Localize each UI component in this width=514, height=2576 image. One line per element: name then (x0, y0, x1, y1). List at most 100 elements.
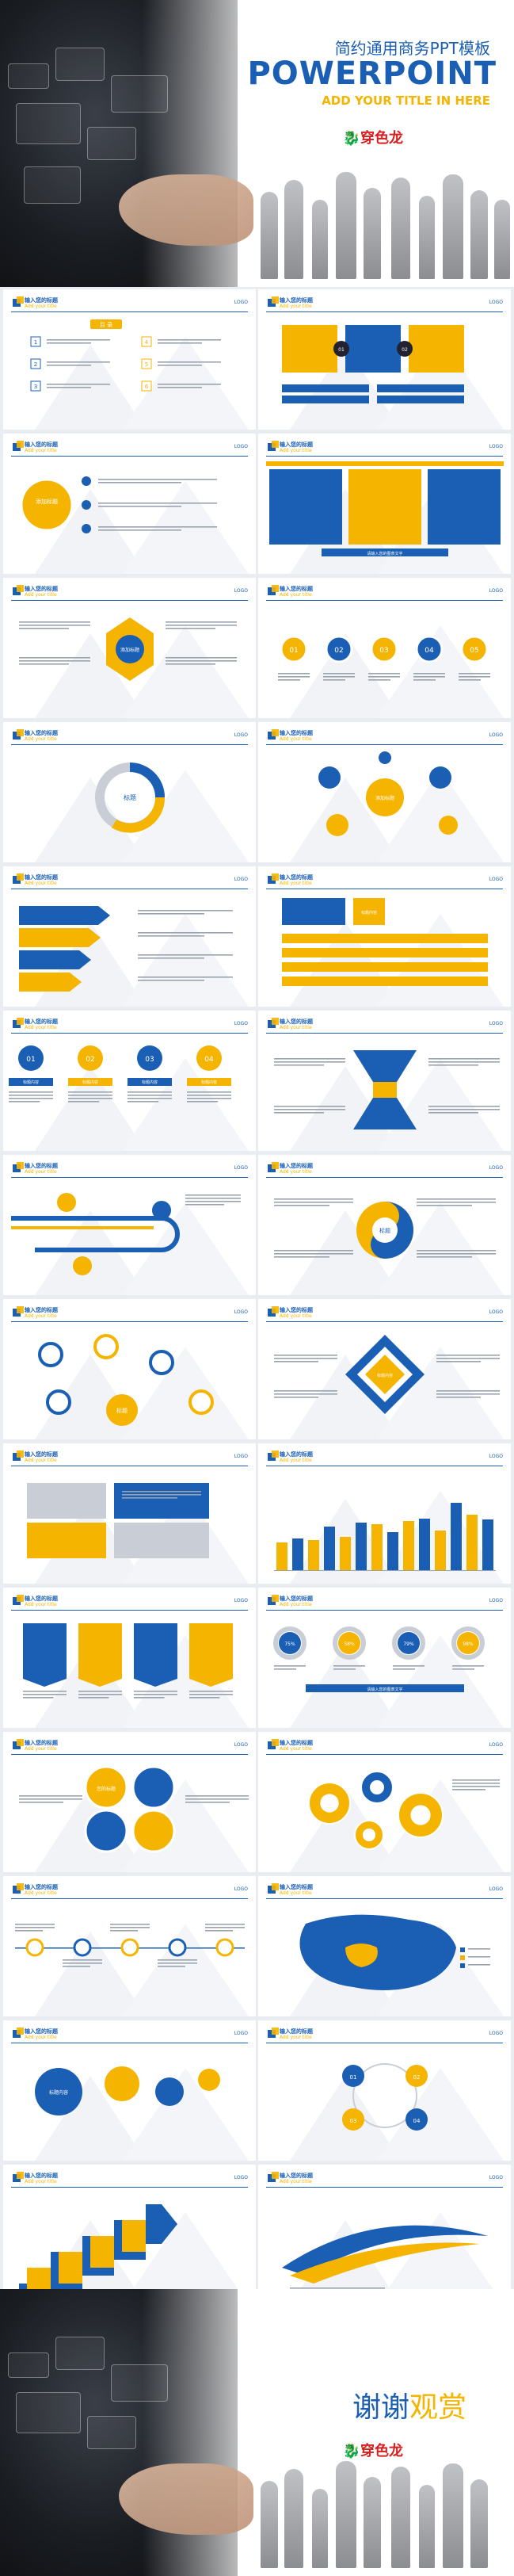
slide-title: 输入您的标题 (280, 730, 313, 736)
toc-line (158, 387, 202, 388)
slide-14[interactable]: 输入您的标题 Add your title LOGO 标题 (258, 1155, 511, 1295)
step-text (368, 673, 400, 675)
slide-5[interactable]: 输入您的标题 Add your title LOGO 添加标题 (3, 578, 256, 718)
side-text (428, 1112, 478, 1114)
title-bullet-icon (13, 1162, 24, 1172)
glass-square (55, 2337, 105, 2370)
side-text (274, 1361, 318, 1363)
ring-fill (457, 1632, 479, 1654)
slide-12[interactable]: 输入您的标题 Add your title LOGO (258, 1011, 511, 1151)
slide-subtitle: Add your title (25, 1746, 57, 1752)
slide-title: 输入您的标题 (25, 1884, 58, 1890)
slide-logo: LOGO (234, 444, 248, 449)
slide-subtitle: Add your title (25, 736, 57, 742)
title-bullet-icon (268, 873, 279, 884)
slide-15[interactable]: 输入您的标题 Add your title LOGO 标题 (3, 1299, 256, 1439)
toc-number: 6 (145, 384, 149, 390)
side-text (274, 1109, 345, 1110)
slide-subtitle: Add your title (280, 1602, 312, 1607)
slide-subtitle: Add your title (25, 1602, 57, 1607)
arrow-text (138, 910, 233, 912)
desc-line (187, 1098, 231, 1099)
toc-line (47, 342, 91, 344)
slide-logo: LOGO (489, 877, 503, 882)
header-divider (11, 1610, 248, 1611)
slide-26[interactable]: 输入您的标题 Add your title LOGO 01 02 03 04 (258, 2020, 511, 2161)
slide-28[interactable]: 输入您的标题 Add your title LOGO (258, 2165, 511, 2305)
slide-content: 标题 (38, 1334, 214, 1426)
side-text (417, 1202, 496, 1203)
slide-6[interactable]: 输入您的标题 Add your title LOGO 01 02 03 04 05 (258, 578, 511, 718)
slide-27[interactable]: 输入您的标题 Add your title LOGO (3, 2165, 256, 2305)
slide-13[interactable]: 输入您的标题 Add your title LOGO (3, 1155, 256, 1295)
thanks-text: 谢谢观赏 (352, 2384, 466, 2425)
gear-hub (370, 1780, 384, 1794)
slide-logo: LOGO (234, 1165, 248, 1171)
slide-24[interactable]: 输入您的标题 Add your title LOGO (258, 1876, 511, 2016)
slide-content (23, 1623, 233, 1699)
number-circle (78, 1045, 103, 1071)
center-bubble (366, 778, 404, 816)
slide-11[interactable]: 输入您的标题 Add your title LOGO 01 标题内容 02 标题内容 0… (3, 1011, 256, 1151)
percent-value: 58% (344, 1642, 355, 1647)
slide-18[interactable]: 输入您的标题 Add your title LOGO (258, 1443, 511, 1584)
ring-fill (338, 1632, 360, 1654)
label-bar (9, 1078, 53, 1086)
slide-17[interactable]: 输入您的标题 Add your title LOGO (3, 1443, 256, 1584)
slide-subtitle: Add your title (280, 736, 312, 742)
desc-line (9, 1095, 53, 1096)
side-text (166, 621, 237, 623)
slide-8[interactable]: 输入您的标题 Add your title LOGO 添加标题 (258, 722, 511, 862)
slide-logo: LOGO (234, 1742, 248, 1748)
slide-16[interactable]: 输入您的标题 Add your title LOGO 标题内容 (258, 1299, 511, 1439)
slide-logo: LOGO (234, 588, 248, 594)
slide-20[interactable]: 输入您的标题 Add your title LOGO 75% 58% 79% 98% 请… (258, 1588, 511, 1728)
ring-fill (279, 1632, 301, 1654)
slide-logo: LOGO (489, 2175, 503, 2180)
slide-title: 输入您的标题 (25, 874, 58, 881)
desc-line (185, 1198, 241, 1199)
side-text (417, 1198, 496, 1200)
slide-10[interactable]: 输入您的标题 Add your title LOGO 标题内容 (258, 866, 511, 1007)
side-text (436, 1358, 500, 1359)
slide-22[interactable]: 输入您的标题 Add your title LOGO (258, 1732, 511, 1872)
content-column (428, 469, 501, 545)
slide-7[interactable]: 输入您的标题 Add your title LOGO 标题 (3, 722, 256, 862)
side-text (166, 663, 215, 665)
slide-1[interactable]: 输入您的标题 Add your title LOGO 目 录 1 4 2 5 3 6 (3, 289, 256, 430)
slide-subtitle: Add your title (280, 881, 312, 886)
side-text (166, 625, 237, 626)
percent-value: 75% (284, 1642, 295, 1647)
side-text (19, 1802, 63, 1803)
step-number: 04 (425, 647, 434, 655)
funnel-mid (373, 1082, 397, 1098)
slide-2[interactable]: 输入您的标题 Add your title LOGO 01 02 (258, 289, 511, 430)
content-bar (282, 934, 488, 943)
block-text (122, 1497, 177, 1499)
slide-4[interactable]: 输入您的标题 Add your title LOGO 请输入您的图表文字 (258, 434, 511, 574)
slide-logo: LOGO (489, 2031, 503, 2036)
header-block (282, 898, 345, 925)
cover-subtitle: ADD YOUR TITLE IN HERE (322, 94, 490, 108)
panel-text (189, 1697, 220, 1699)
timeline-node (168, 1938, 187, 1957)
glass-square (24, 166, 81, 204)
slide-content: 标题 (95, 762, 166, 833)
toc-number-box (141, 336, 152, 347)
slide-21[interactable]: 输入您的标题 Add your title LOGO 您的标题 (3, 1732, 256, 1872)
side-text (19, 660, 90, 662)
title-bullet-icon (13, 296, 24, 307)
ending-slide: 谢谢观赏 🐉穿色龙 (0, 2289, 514, 2576)
step-text (413, 679, 436, 681)
ring-number: 01 (350, 2074, 357, 2081)
slide-9[interactable]: 输入您的标题 Add your title LOGO (3, 866, 256, 1007)
slide-23[interactable]: 输入您的标题 Add your title LOGO (3, 1876, 256, 2016)
slide-3[interactable]: 输入您的标题 Add your title LOGO 添加标题 (3, 434, 256, 574)
slide-19[interactable]: 输入您的标题 Add your title LOGO (3, 1588, 256, 1728)
toc-line (158, 384, 221, 385)
toc-number-box (30, 336, 41, 347)
slide-25[interactable]: 输入您的标题 Add your title LOGO 标题内容 (3, 2020, 256, 2161)
text-bar (377, 384, 464, 392)
timeline-node (120, 1938, 139, 1957)
slide-subtitle: Add your title (25, 881, 57, 886)
